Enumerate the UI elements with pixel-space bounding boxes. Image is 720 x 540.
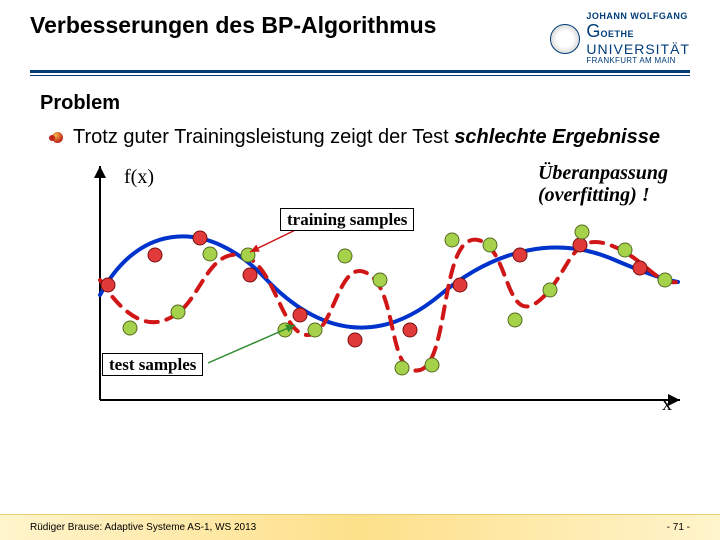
logo-text: JOHANN WOLFGANG GOETHE UNIVERSITÄT FRANK… bbox=[586, 12, 690, 66]
logo-oethe: OETHE bbox=[600, 29, 634, 39]
footer-left: Rüdiger Brause: Adaptive Systeme AS-1, W… bbox=[30, 522, 256, 533]
test-samples-label: test samples bbox=[102, 355, 203, 375]
training-samples-label: training samples bbox=[280, 210, 414, 230]
header: Verbesserungen des BP-Algorithmus JOHANN… bbox=[0, 0, 720, 66]
x-axis-label: x bbox=[662, 393, 672, 416]
overfit-l1: Überanpassung bbox=[538, 162, 668, 184]
y-axis-label: f(x) bbox=[124, 166, 154, 189]
bullet-icon bbox=[52, 132, 63, 143]
bullet-item: Trotz guter Trainingsleistung zeigt der … bbox=[40, 125, 680, 150]
training-samples-text: training samples bbox=[280, 208, 414, 231]
overfit-l2: (overfitting) ! bbox=[538, 184, 650, 206]
logo-line1: JOHANN WOLFGANG bbox=[586, 12, 690, 22]
content: Problem Trotz guter Trainingsleistung ze… bbox=[0, 76, 720, 430]
logo-line4: FRANKFURT AM MAIN bbox=[586, 57, 690, 66]
overfitting-chart: f(x) Überanpassung (overfitting) ! train… bbox=[90, 160, 690, 430]
university-logo: JOHANN WOLFGANG GOETHE UNIVERSITÄT FRANK… bbox=[550, 12, 690, 66]
footer: Rüdiger Brause: Adaptive Systeme AS-1, W… bbox=[0, 514, 720, 540]
footer-right: - 71 - bbox=[667, 522, 690, 533]
overfitting-label: Überanpassung (overfitting) ! bbox=[538, 162, 668, 206]
bullet-plain: Trotz guter Trainingsleistung zeigt der … bbox=[73, 126, 454, 148]
bullet-bold2: Ergebnisse bbox=[552, 126, 660, 148]
bullet-bold1: schlechte bbox=[454, 126, 546, 148]
slide-title: Verbesserungen des BP-Algorithmus bbox=[30, 12, 436, 39]
logo-line3: UNIVERSITÄT bbox=[586, 42, 690, 57]
section-heading: Problem bbox=[40, 92, 680, 115]
logo-seal-icon bbox=[550, 24, 580, 54]
bullet-text: Trotz guter Trainingsleistung zeigt der … bbox=[73, 125, 660, 150]
logo-g: G bbox=[586, 21, 600, 41]
test-samples-text: test samples bbox=[102, 353, 203, 376]
slide: Verbesserungen des BP-Algorithmus JOHANN… bbox=[0, 0, 720, 540]
